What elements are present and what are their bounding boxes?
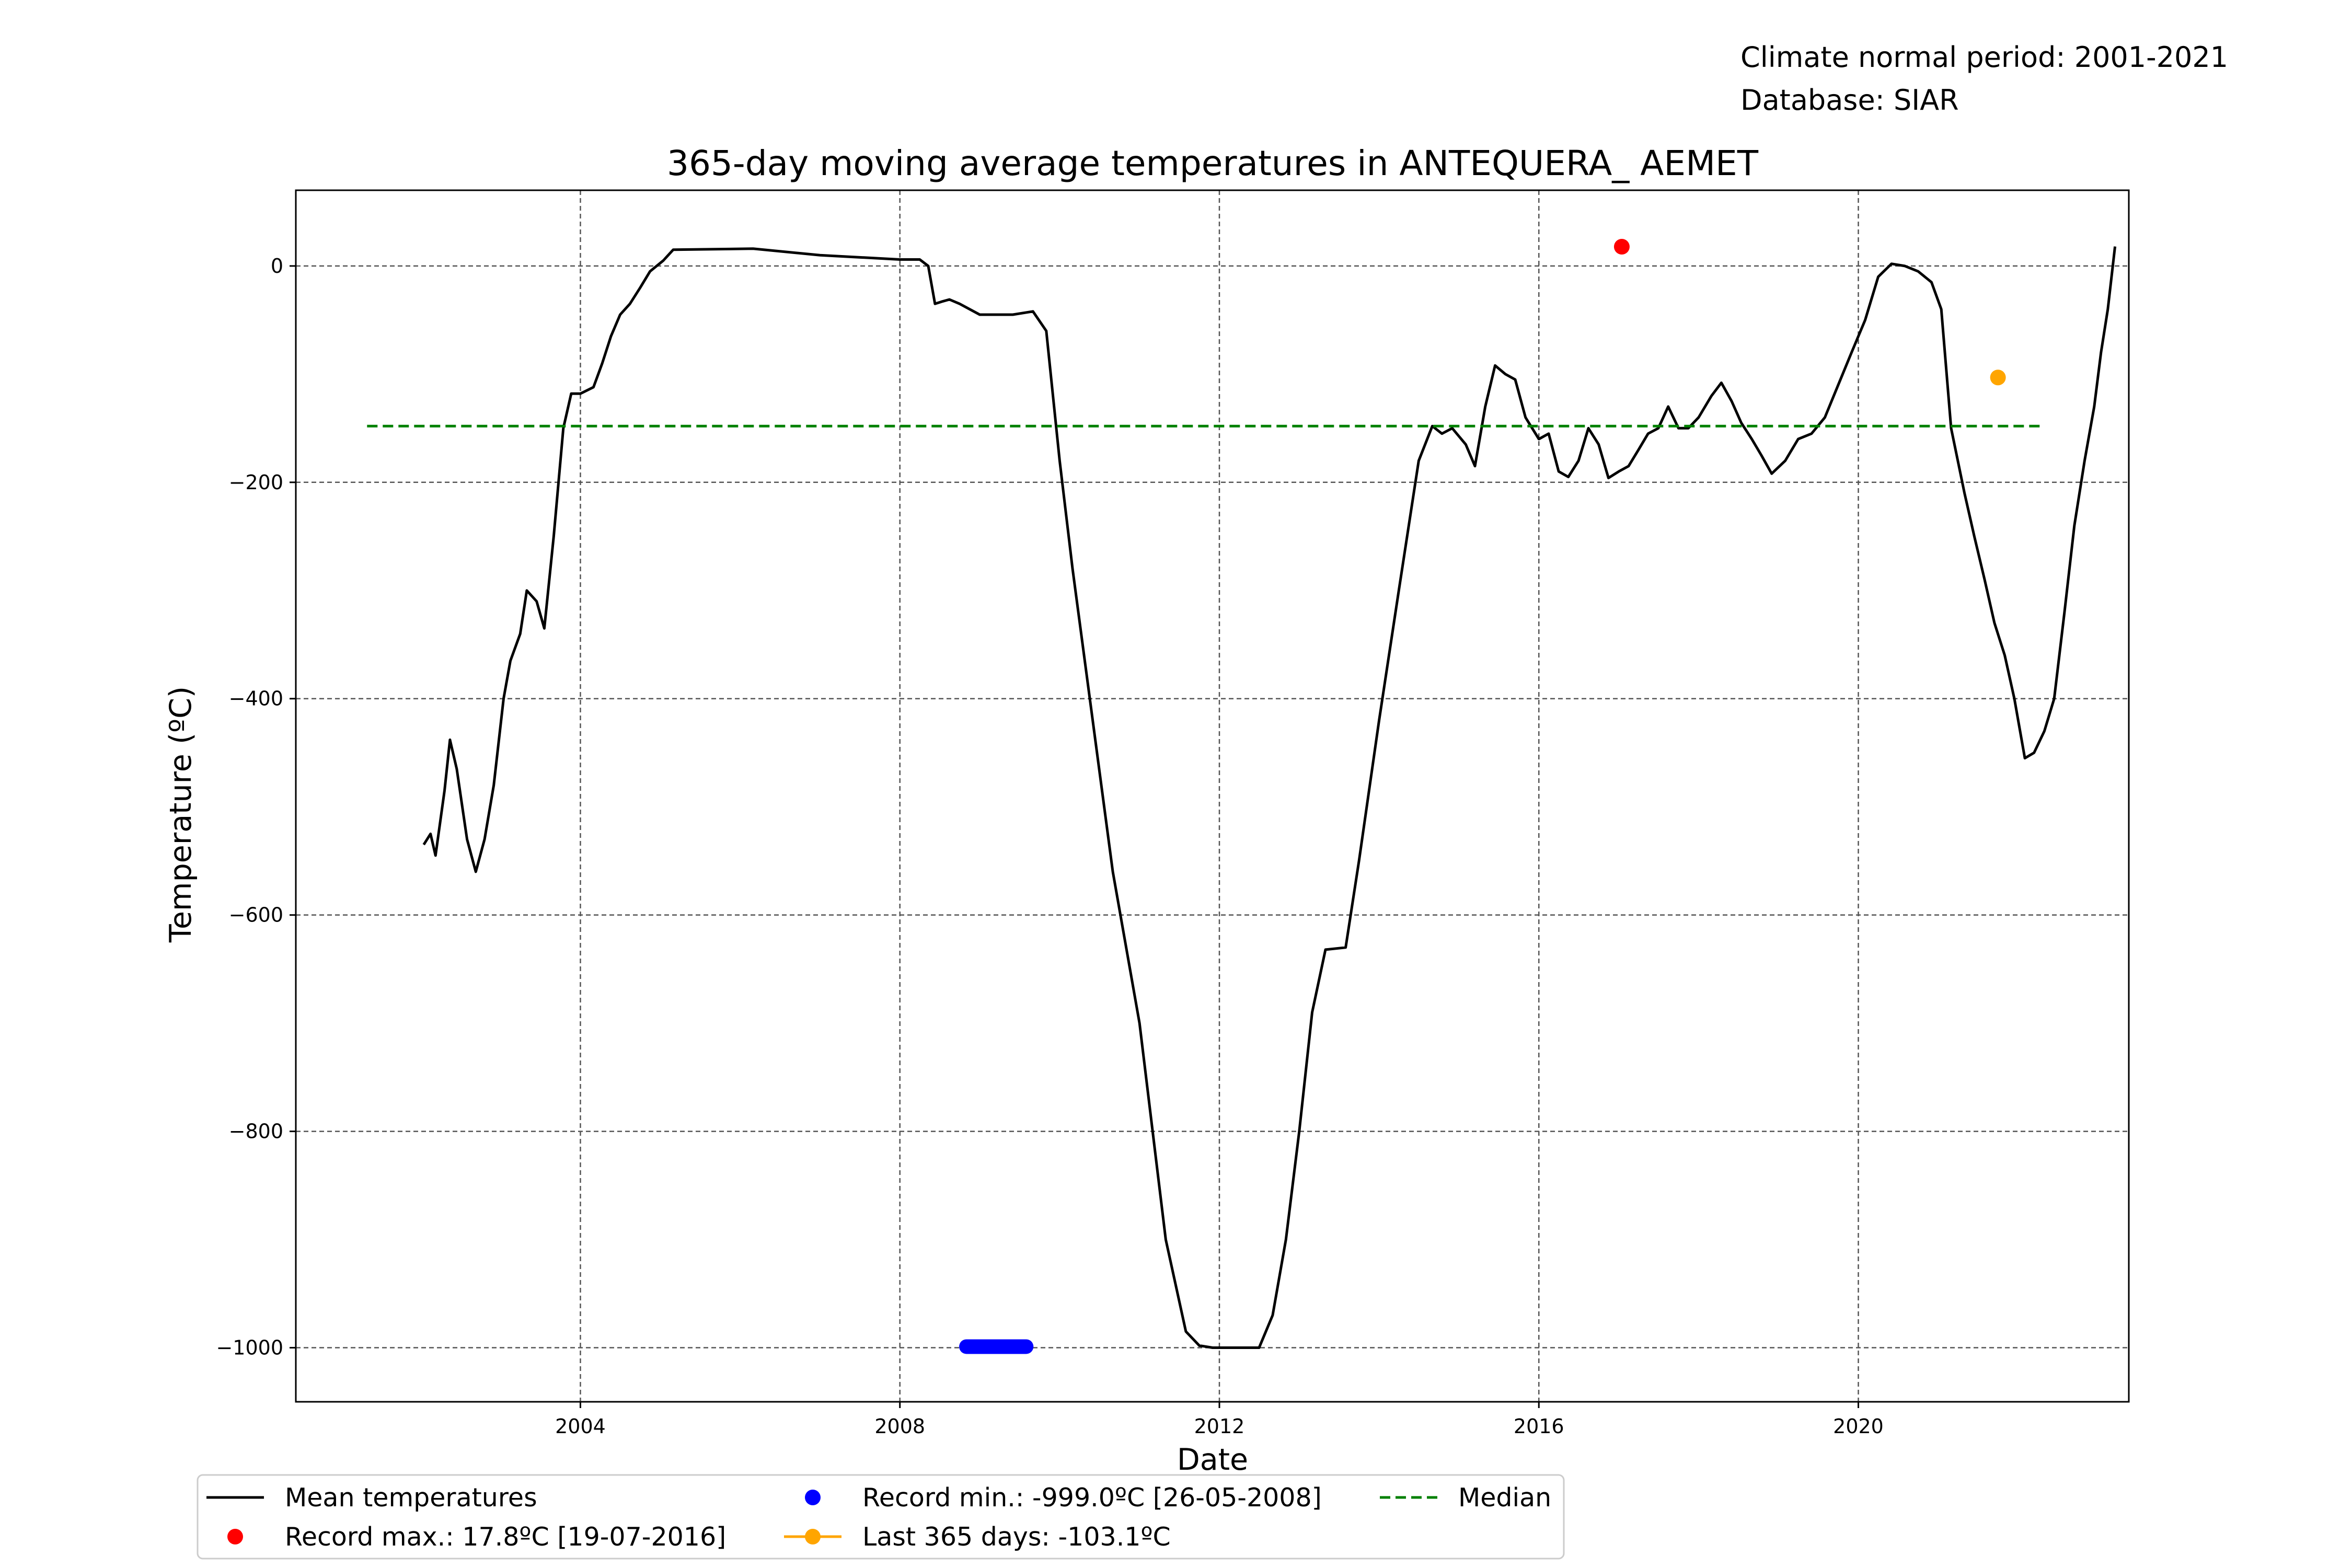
y-tick-label: 0	[271, 255, 283, 278]
series-layer	[367, 246, 2117, 1349]
record-max-marker	[1613, 239, 1630, 255]
legend-entry: Record max.: 17.8ºC [19-07-2016]	[227, 1522, 726, 1552]
database-note: Database: SIAR	[1740, 84, 1959, 117]
chart-title: 365-day moving average temperatures in A…	[667, 143, 1759, 183]
marker-layer	[959, 239, 2006, 1354]
climate-period-note: Climate normal period: 2001-2021	[1740, 41, 2229, 74]
legend-label: Last 365 days: -103.1ºC	[862, 1522, 1171, 1552]
y-tick-label: −400	[229, 687, 283, 710]
x-axis-label: Date	[1177, 1443, 1248, 1477]
legend-entry: Last 365 days: -103.1ºC	[784, 1522, 1171, 1552]
legend-label: Median	[1458, 1483, 1551, 1513]
legend-label: Mean temperatures	[285, 1483, 537, 1513]
legend-swatch-dot	[805, 1490, 821, 1505]
legend: Mean temperatures Record max.: 17.8ºC [19…	[197, 1474, 1565, 1560]
mean-temperature-line	[422, 246, 2117, 1349]
x-tick-label: 2004	[555, 1415, 606, 1438]
y-axis-label: Temperature (ºC)	[164, 686, 198, 943]
legend-box	[197, 1474, 1565, 1560]
legend-entry: Mean temperatures	[206, 1483, 537, 1513]
y-tick-label: −600	[229, 904, 283, 927]
x-tick-label: 2008	[874, 1415, 925, 1438]
y-tick-label: −200	[229, 471, 283, 494]
x-tick-label: 2012	[1194, 1415, 1245, 1438]
y-tick-label: −800	[229, 1120, 283, 1143]
x-tick-label: 2016	[1514, 1415, 1564, 1438]
legend-entry: Median	[1380, 1483, 1551, 1513]
y-tick-label: −1000	[216, 1336, 283, 1359]
legend-swatch-dot	[805, 1529, 821, 1544]
legend-swatch-dot	[227, 1529, 243, 1544]
axis-ticks: 2004 2008 2012 2016 2020 0 −200 −400 −600 −800 −10…	[216, 255, 1883, 1438]
legend-label: Record min.: -999.0ºC [26-05-2008]	[862, 1483, 1322, 1513]
last-365-marker	[1990, 370, 2006, 386]
x-tick-label: 2020	[1833, 1415, 1884, 1438]
legend-label: Record max.: 17.8ºC [19-07-2016]	[285, 1522, 726, 1552]
grid	[296, 190, 2129, 1402]
legend-entry: Record min.: -999.0ºC [26-05-2008]	[805, 1483, 1322, 1513]
plot-frame	[295, 189, 2130, 1403]
